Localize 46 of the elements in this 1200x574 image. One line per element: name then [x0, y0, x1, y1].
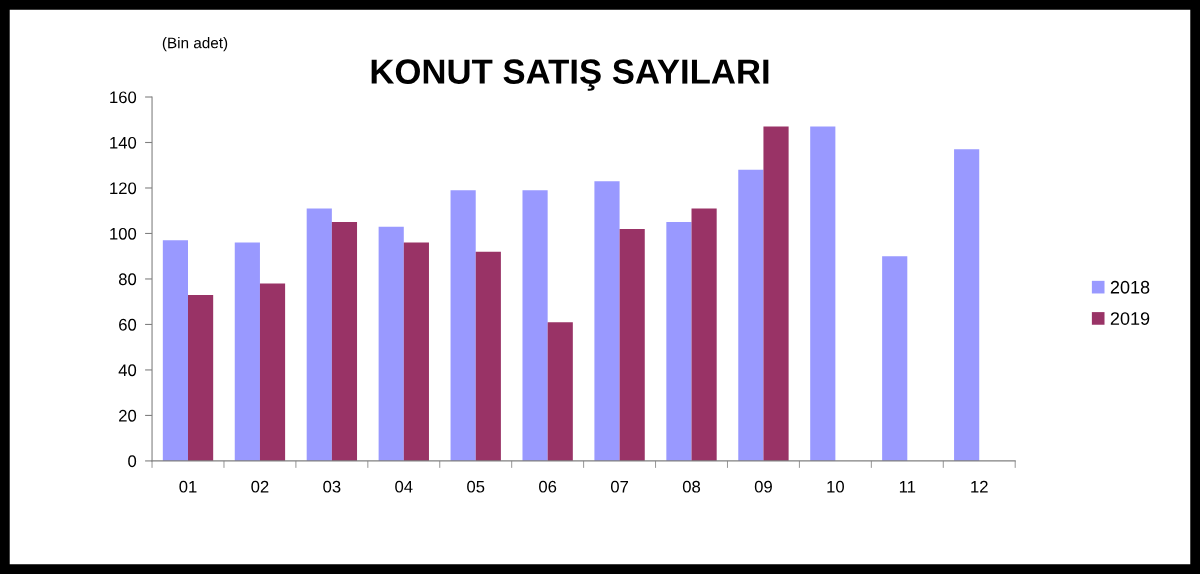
- x-tick-label: 07: [610, 480, 629, 493]
- bar: [594, 181, 620, 461]
- x-tick-label: 11: [899, 480, 916, 493]
- bar: [547, 322, 573, 461]
- bar: [691, 208, 717, 461]
- y-tick-label: 60: [119, 318, 137, 331]
- bar: [763, 126, 789, 461]
- x-tick-label: 05: [467, 480, 485, 493]
- y-axis-title: (Bin adet): [162, 37, 228, 52]
- bar: [882, 256, 908, 461]
- x-tick-label: 02: [251, 480, 269, 493]
- y-tick-label: 40: [118, 364, 137, 377]
- y-tick-label: 160: [110, 91, 137, 104]
- bar: [619, 228, 645, 461]
- x-tick-label: 06: [539, 480, 557, 493]
- bar: [403, 242, 429, 461]
- legend-label: 2018: [1110, 280, 1150, 294]
- y-tick-label: 0: [128, 455, 137, 468]
- bar: [475, 251, 501, 461]
- bar: [331, 222, 358, 461]
- x-tick-label: 01: [179, 480, 197, 493]
- x-tick-label: 10: [827, 480, 844, 493]
- x-tick-label: 03: [323, 480, 341, 493]
- y-tick-label: 140: [110, 136, 137, 149]
- bar: [306, 208, 332, 461]
- y-tick-label: 100: [110, 227, 137, 240]
- x-tick-label: 04: [395, 480, 413, 493]
- x-tick-label: 08: [682, 480, 701, 493]
- legend-label: 2019: [1110, 312, 1150, 325]
- bar: [738, 169, 764, 461]
- y-tick-label: 120: [110, 182, 137, 195]
- bar: [666, 222, 692, 461]
- bar: [234, 242, 260, 461]
- bar: [188, 294, 214, 461]
- bar: [378, 226, 404, 461]
- bar: [810, 126, 836, 461]
- bar: [522, 190, 548, 461]
- x-tick-label: 12: [971, 480, 988, 493]
- y-tick-label: 80: [118, 273, 137, 286]
- bar: [954, 149, 980, 461]
- bar: [259, 283, 286, 461]
- bar: [450, 190, 476, 461]
- y-tick-label: 20: [119, 409, 137, 422]
- chart-title: KONUT SATIŞ SAYILARI: [371, 59, 769, 91]
- bar: [162, 240, 188, 461]
- x-tick-label: 09: [754, 480, 772, 493]
